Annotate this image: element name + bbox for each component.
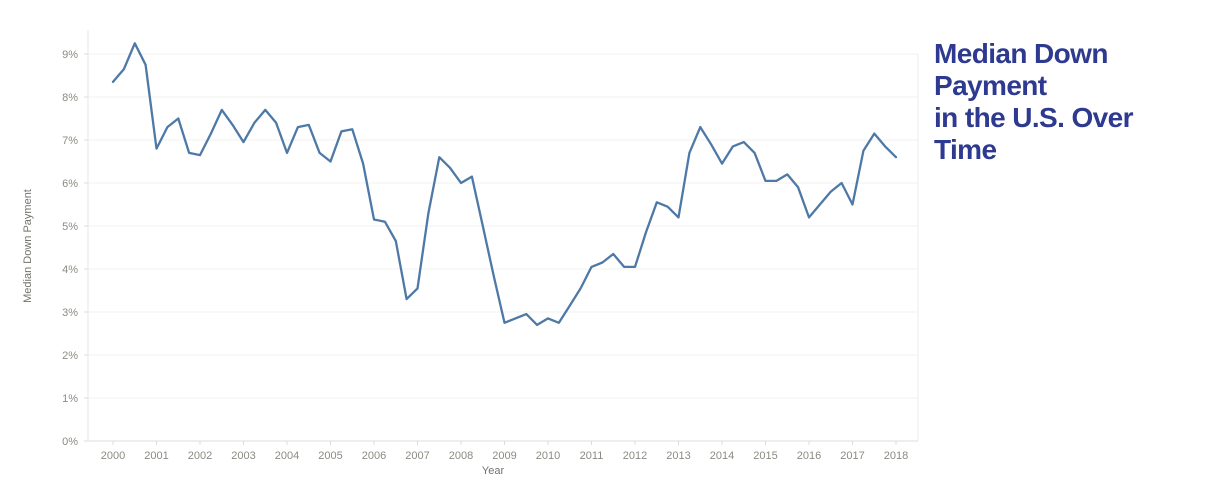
- y-tick-label: 3%: [62, 307, 78, 319]
- viz-title: Median Down Payment in the U.S. Over Tim…: [934, 38, 1200, 166]
- x-axis-title: Year: [482, 465, 505, 477]
- y-axis-title: Median Down Payment: [22, 189, 34, 303]
- x-tick-label: 2012: [623, 450, 647, 462]
- x-tick-label: 2011: [580, 450, 604, 462]
- x-tick-label: 2004: [275, 450, 299, 462]
- y-tick-label: 8%: [62, 92, 78, 104]
- x-tick-label: 2015: [753, 450, 777, 462]
- x-tick-label: 2010: [536, 450, 560, 462]
- x-tick-label: 2007: [405, 450, 429, 462]
- x-tick-label: 2008: [449, 450, 473, 462]
- y-tick-label: 4%: [62, 264, 78, 276]
- median-down-payment-line[interactable]: [111, 42, 898, 327]
- x-tick-label: 2016: [797, 450, 821, 462]
- x-tick-label: 2003: [231, 450, 255, 462]
- x-tick-label: 2000: [101, 450, 125, 462]
- x-tick-label: 2001: [144, 450, 168, 462]
- y-tick-label: 0%: [62, 436, 78, 448]
- x-tick-label: 2014: [710, 450, 734, 462]
- y-tick-label: 6%: [62, 178, 78, 190]
- x-tick-label: 2018: [884, 450, 908, 462]
- x-tick-label: 2005: [318, 450, 342, 462]
- y-tick-label: 7%: [62, 135, 78, 147]
- y-tick-label: 2%: [62, 350, 78, 362]
- y-tick-label: 1%: [62, 393, 78, 405]
- x-tick-label: 2017: [840, 450, 864, 462]
- y-tick-label: 9%: [62, 49, 78, 61]
- x-tick-label: 2002: [188, 450, 212, 462]
- viz-title-line1: Median Down Payment: [934, 38, 1108, 101]
- y-tick-label: 5%: [62, 221, 78, 233]
- x-tick-label: 2006: [362, 450, 386, 462]
- x-tick-label: 2009: [492, 450, 516, 462]
- viz-title-line2: in the U.S. Over Time: [934, 102, 1134, 165]
- x-tick-label: 2013: [666, 450, 690, 462]
